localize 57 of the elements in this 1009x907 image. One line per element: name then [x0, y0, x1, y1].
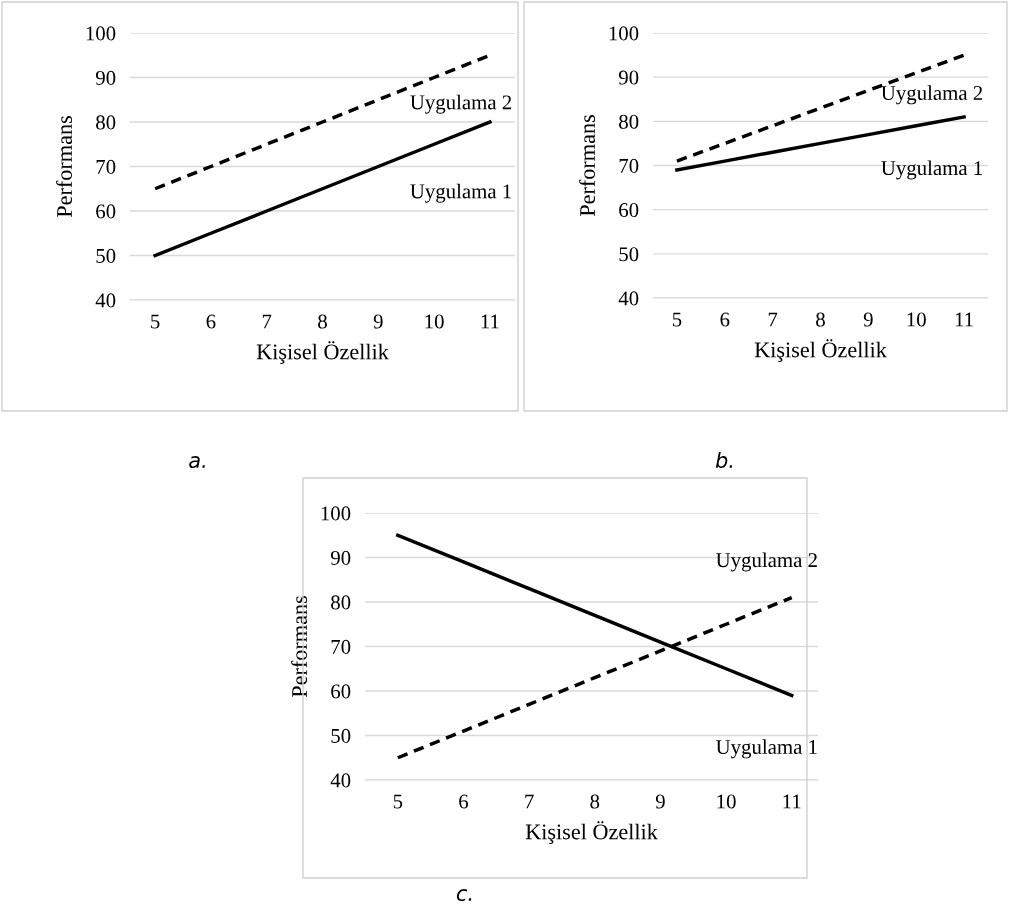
x-tick-label: 7: [768, 312, 778, 327]
x-tick-label: 7: [525, 794, 534, 809]
y-tick-label: 40: [618, 291, 639, 306]
text: b.: [715, 451, 733, 469]
x-tick-label: 6: [459, 794, 469, 809]
text: Uygulama 1: [716, 739, 817, 759]
y-tick-label: 60: [331, 684, 351, 699]
x-tick-label: 8: [590, 794, 600, 809]
text: a.: [189, 456, 205, 469]
x-tick-label: 10: [425, 314, 444, 329]
y-axis-title: Performans: [291, 596, 308, 698]
x-tick-label: 9: [373, 314, 383, 329]
x-tick-label: 11: [783, 794, 801, 809]
x-tick-label: 6: [206, 314, 216, 329]
y-tick-label: 40: [330, 773, 351, 788]
y-tick-label: 90: [330, 550, 351, 565]
x-axis-title: Kişisel Özellik: [525, 821, 658, 844]
x-tick-label: 6: [720, 312, 730, 327]
x-tick-label: 5: [393, 794, 403, 809]
y-tick-label: 80: [331, 595, 351, 610]
x-axis-title: Kişisel Özellik: [256, 341, 389, 364]
x-tick-label: 8: [816, 312, 825, 327]
series-label: Uygulama 1: [410, 183, 511, 203]
y-tick-label: 70: [619, 158, 639, 173]
y-tick-label: 50: [619, 247, 639, 262]
y-tick-label: 50: [96, 248, 116, 263]
y-tick-label: 80: [96, 115, 116, 130]
y-tick-label: 40: [95, 293, 116, 308]
series-label: Uygulama 1: [881, 160, 982, 180]
y-tick-label: 90: [618, 70, 639, 85]
x-tick-label: 9: [655, 794, 665, 809]
series-label: Uygulama 2: [410, 94, 512, 114]
y-tick-label: 60: [619, 203, 639, 218]
y-tick-label: 90: [95, 70, 116, 85]
x-tick-label: 11: [955, 312, 973, 327]
y-tick-label: 80: [619, 114, 639, 129]
y-tick-label: 100: [321, 506, 351, 521]
series-label: Uygulama 2: [881, 85, 983, 105]
y-tick-label: 70: [96, 159, 116, 174]
text: c.: [456, 889, 472, 902]
x-tick-label: 7: [262, 314, 272, 329]
y-tick-label: 70: [331, 639, 351, 654]
x-tick-label: 10: [907, 312, 926, 327]
x-tick-label: 9: [863, 312, 873, 327]
x-tick-label: 11: [481, 314, 499, 329]
y-axis-title: Performans: [56, 116, 73, 218]
y-axis-title: Performans: [579, 115, 596, 217]
y-tick-label: 60: [96, 204, 116, 219]
x-tick-label: 5: [151, 314, 160, 329]
x-tick-label: 8: [318, 314, 327, 329]
x-axis-title: Kişisel Özellik: [754, 339, 887, 362]
series-label: Uygulama 2: [716, 552, 817, 572]
y-tick-label: 50: [331, 728, 351, 743]
y-tick-label: 100: [609, 26, 639, 41]
x-tick-label: 5: [672, 312, 682, 327]
y-tick-label: 100: [86, 26, 116, 41]
x-tick-label: 10: [717, 794, 736, 809]
